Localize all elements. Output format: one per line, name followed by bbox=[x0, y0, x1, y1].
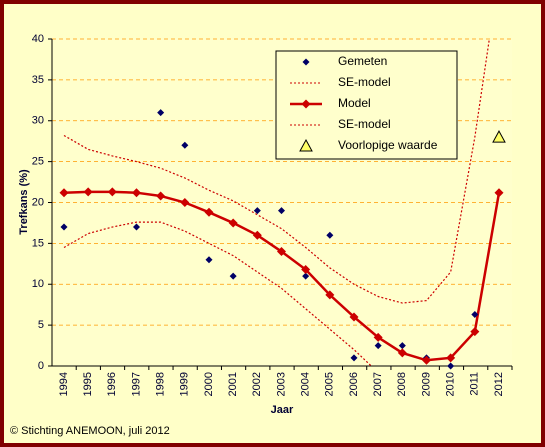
y-tick-label: 0 bbox=[38, 360, 44, 372]
legend-label: Gemeten bbox=[338, 54, 387, 68]
legend-label: SE-model bbox=[338, 117, 391, 131]
x-tick-label: 2004 bbox=[300, 372, 312, 396]
x-tick-label: 2000 bbox=[203, 372, 215, 396]
x-tick-label: 1995 bbox=[82, 372, 94, 396]
data-point bbox=[277, 247, 286, 257]
data-point bbox=[157, 109, 165, 117]
legend-label: Model bbox=[338, 96, 371, 110]
x-tick-label: 1996 bbox=[106, 372, 118, 396]
x-tick-label: 2009 bbox=[420, 372, 432, 396]
data-point bbox=[470, 327, 480, 337]
data-point bbox=[252, 230, 262, 240]
x-tick-label: 1999 bbox=[179, 372, 191, 396]
data-point bbox=[349, 312, 359, 322]
x-tick-label: 2006 bbox=[348, 372, 360, 396]
x-tick-label: 2005 bbox=[324, 372, 336, 396]
x-tick-label: 1994 bbox=[58, 372, 70, 396]
data-point bbox=[492, 130, 506, 143]
x-tick-label: 2008 bbox=[396, 372, 408, 396]
x-tick-label: 2001 bbox=[227, 372, 239, 396]
data-point bbox=[302, 272, 310, 280]
data-point bbox=[325, 290, 335, 300]
x-axis-label: Jaar bbox=[271, 404, 294, 416]
data-point bbox=[133, 223, 140, 231]
y-tick-label: 15 bbox=[32, 237, 44, 249]
y-tick-label: 5 bbox=[38, 319, 44, 331]
data-point bbox=[446, 353, 456, 363]
data-point bbox=[398, 342, 406, 350]
series-line bbox=[63, 39, 490, 304]
x-tick-label: 2011 bbox=[469, 372, 481, 396]
legend-swatch bbox=[302, 58, 310, 66]
x-tick-label: 2007 bbox=[372, 372, 384, 396]
data-point bbox=[374, 342, 382, 350]
y-tick-label: 25 bbox=[32, 156, 44, 168]
y-tick-label: 20 bbox=[32, 196, 44, 208]
data-point bbox=[229, 272, 237, 280]
y-tick-label: 35 bbox=[32, 74, 44, 86]
legend: Gemeten SE-model Model SE-model Voorlopige w… bbox=[275, 50, 458, 160]
x-tick-label: 1998 bbox=[155, 372, 167, 396]
footer: © Stichting ANEMOON, juli 2012 bbox=[10, 425, 170, 437]
legend-swatch bbox=[301, 99, 311, 109]
data-point bbox=[132, 188, 141, 198]
data-point bbox=[228, 218, 238, 228]
x-tick-label: 2003 bbox=[275, 372, 287, 396]
legend-label: Voorlopige waarde bbox=[338, 138, 438, 152]
data-point bbox=[253, 207, 261, 215]
legend-swatch bbox=[299, 138, 313, 152]
data-point bbox=[60, 223, 68, 231]
series-line bbox=[63, 221, 373, 366]
data-point bbox=[422, 355, 431, 365]
y-tick-label: 30 bbox=[32, 115, 44, 127]
data-point bbox=[326, 231, 334, 239]
data-point bbox=[301, 265, 311, 275]
y-tick-label: 40 bbox=[32, 33, 44, 45]
data-point bbox=[156, 191, 166, 201]
data-point bbox=[350, 354, 358, 362]
data-point bbox=[397, 348, 407, 358]
data-point bbox=[471, 310, 479, 318]
x-tick-label: 2012 bbox=[493, 372, 505, 396]
data-point bbox=[181, 141, 189, 149]
data-point bbox=[278, 207, 285, 215]
data-point bbox=[494, 188, 504, 198]
y-axis-label: Trefkans (%) bbox=[18, 169, 30, 235]
data-point bbox=[447, 362, 455, 370]
y-tick-label: 10 bbox=[32, 278, 44, 290]
data-point bbox=[180, 198, 190, 207]
data-point bbox=[205, 256, 213, 264]
data-point bbox=[59, 188, 69, 198]
x-tick-label: 1997 bbox=[130, 372, 142, 396]
data-point bbox=[107, 187, 117, 197]
x-tick-label: 2010 bbox=[445, 372, 457, 396]
x-tick-label: 2002 bbox=[251, 372, 263, 396]
legend-label: SE-model bbox=[338, 75, 391, 89]
data-point bbox=[83, 187, 93, 197]
data-point bbox=[373, 332, 383, 342]
data-point bbox=[204, 207, 214, 217]
